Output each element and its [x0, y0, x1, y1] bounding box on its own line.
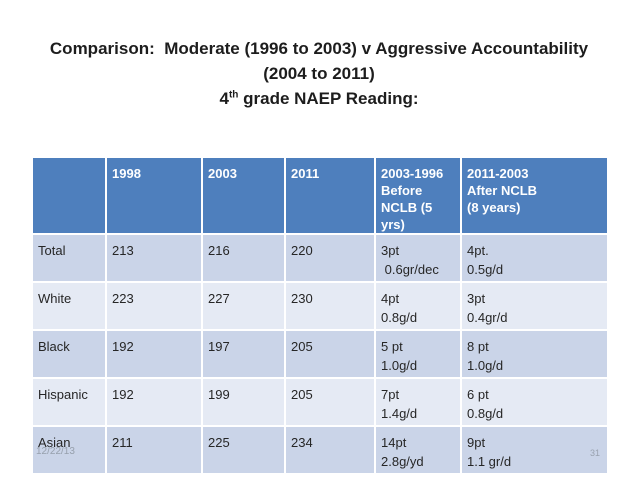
diff-cell: 8 pt 1.0g/d [462, 331, 607, 379]
score-cell: 234 [286, 427, 376, 475]
diff-cell: 9pt 1.1 gr/d [462, 427, 607, 475]
score-cell: 216 [203, 235, 286, 283]
diff-cell: 3pt 0.6gr/dec [376, 235, 462, 283]
table-row-hispanic: Hispanic 192 199 205 7pt 1.4g/d 6 pt 0.8… [33, 379, 607, 427]
table-header: 1998 2003 2011 2003-1996 Before NCLB (5 … [33, 158, 607, 235]
header-cell-1998: 1998 [107, 158, 203, 235]
table-row-black: Black 192 197 205 5 pt 1.0g/d 8 pt 1.0g/… [33, 331, 607, 379]
score-cell: 205 [286, 331, 376, 379]
slide-number: 31 [590, 448, 601, 458]
row-label-cell: Total [33, 235, 107, 283]
table-row-white: White 223 227 230 4pt 0.8g/d 3pt 0.4gr/d [33, 283, 607, 331]
title-line-1: Comparison: Moderate (1996 to 2003) v Ag… [49, 39, 589, 58]
diff-cell: 4pt. 0.5g/d [462, 235, 607, 283]
score-cell: 197 [203, 331, 286, 379]
score-cell: 220 [286, 235, 376, 283]
naep-reading-table: 1998 2003 2011 2003-1996 Before NCLB (5 … [33, 158, 607, 475]
table-row-total: Total 213 216 220 3pt 0.6gr/dec 4pt. 0.5… [33, 235, 607, 283]
header-cell-before-nclb: 2003-1996 Before NCLB (5 yrs) [376, 158, 462, 235]
score-cell: 227 [203, 283, 286, 331]
diff-cell: 4pt 0.8g/d [376, 283, 462, 331]
diff-cell: 6 pt 0.8g/d [462, 379, 607, 427]
row-label-cell: Black [33, 331, 107, 379]
title-line-3: 4th grade NAEP Reading: [219, 89, 419, 108]
row-label-cell: Asian [33, 427, 107, 475]
score-cell: 192 [107, 331, 203, 379]
diff-cell: 5 pt 1.0g/d [376, 331, 462, 379]
score-cell: 192 [107, 379, 203, 427]
row-label-cell: White [33, 283, 107, 331]
table-header-row: 1998 2003 2011 2003-1996 Before NCLB (5 … [33, 158, 607, 235]
score-cell: 205 [286, 379, 376, 427]
footer-date: 12/22/13 [36, 446, 75, 457]
score-cell: 223 [107, 283, 203, 331]
slide-title: Comparison: Moderate (1996 to 2003) v Ag… [0, 36, 638, 111]
header-cell-after-nclb: 2011-2003 After NCLB (8 years) [462, 158, 607, 235]
score-cell: 230 [286, 283, 376, 331]
header-cell-2003: 2003 [203, 158, 286, 235]
diff-cell: 3pt 0.4gr/d [462, 283, 607, 331]
title-line-2: (2004 to 2011) [263, 64, 375, 83]
diff-cell: 14pt 2.8g/yd [376, 427, 462, 475]
header-cell-2011: 2011 [286, 158, 376, 235]
ordinal-superscript: th [228, 89, 239, 101]
row-label-cell: Hispanic [33, 379, 107, 427]
header-cell-blank [33, 158, 107, 235]
score-cell: 199 [203, 379, 286, 427]
score-cell: 225 [203, 427, 286, 475]
score-cell: 213 [107, 235, 203, 283]
table-row-asian: Asian 211 225 234 14pt 2.8g/yd 9pt 1.1 g… [33, 427, 607, 475]
diff-cell: 7pt 1.4g/d [376, 379, 462, 427]
score-cell: 211 [107, 427, 203, 475]
